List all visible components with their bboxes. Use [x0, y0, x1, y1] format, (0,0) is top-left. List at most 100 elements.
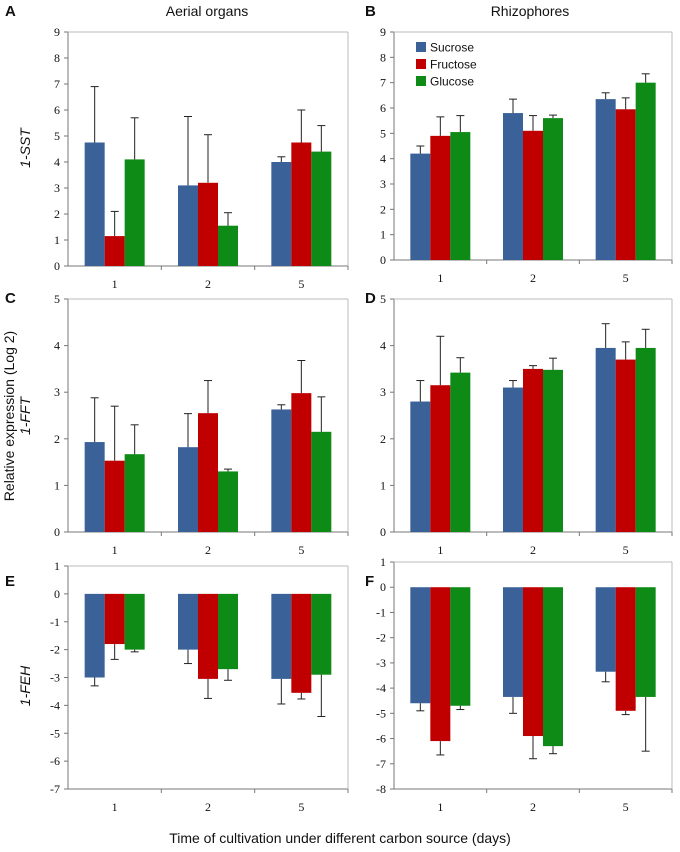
- legend-label-sucrose: Sucrose: [430, 41, 474, 55]
- bar-a-fructose-2: [198, 182, 218, 266]
- bar-d-fructose-5: [615, 359, 636, 532]
- bar-e-fructose-2: [198, 593, 218, 679]
- bar-d-glucose-1: [450, 372, 471, 532]
- bar-f-glucose-2: [543, 587, 563, 747]
- bar-a-sucrose-5: [271, 162, 292, 266]
- bar-a-glucose-1: [124, 159, 145, 266]
- bar-e-fructose-5: [291, 593, 312, 693]
- y-tick-label-a-7: 7: [54, 77, 60, 91]
- bar-f-fructose-1: [430, 587, 451, 742]
- y-tick-label-c-3: 3: [54, 385, 60, 399]
- bar-f-glucose-5: [635, 587, 656, 697]
- y-tick-label-e-8: -7: [50, 782, 60, 796]
- x-tick-label-c-2: 5: [298, 543, 304, 557]
- bar-b-glucose-5: [635, 82, 656, 261]
- y-tick-label-e-0: 1: [54, 559, 60, 573]
- bar-e-glucose-1: [124, 593, 145, 650]
- x-tick-label-b-0: 1: [437, 271, 443, 285]
- y-tick-label-b-6: 6: [380, 101, 386, 115]
- x-tick-label-e-1: 2: [205, 800, 211, 814]
- x-tick-label-a-1: 2: [205, 277, 211, 291]
- bar-e-sucrose-2: [178, 593, 198, 650]
- bar-a-fructose-5: [291, 142, 312, 266]
- x-tick-label-a-2: 5: [298, 277, 304, 291]
- y-tick-label-f-1: 0: [380, 580, 386, 594]
- x-tick-label-d-1: 2: [530, 543, 536, 557]
- bar-f-sucrose-2: [503, 587, 523, 697]
- y-tick-label-b-7: 7: [380, 76, 386, 90]
- y-tick-label-e-5: -4: [50, 698, 60, 712]
- y-tick-label-b-3: 3: [380, 177, 386, 191]
- bar-d-sucrose-2: [503, 387, 523, 532]
- y-tick-label-b-1: 1: [380, 228, 386, 242]
- bar-f-fructose-5: [615, 587, 636, 711]
- bar-d-glucose-2: [543, 369, 563, 532]
- y-tick-label-a-8: 8: [54, 51, 60, 65]
- y-tick-label-c-1: 1: [54, 478, 60, 492]
- bar-d-fructose-1: [430, 385, 451, 532]
- panels-group: A 0 1 2 3 4 5 6 7 8 9 1 2 5 B 0 1 2 3 4 5 6 7 8 9 1 2 5 Sucrose Fruct…: [5, 3, 673, 814]
- x-tick-label-b-1: 2: [530, 271, 536, 285]
- panel-letter-e: E: [5, 573, 15, 590]
- panel-letter-d: D: [365, 290, 376, 307]
- bar-c-sucrose-5: [271, 409, 292, 532]
- y-tick-label-f-4: -3: [376, 656, 386, 670]
- bar-a-sucrose-1: [84, 142, 105, 266]
- y-tick-label-a-2: 2: [54, 207, 60, 221]
- x-tick-label-d-2: 5: [623, 543, 629, 557]
- bar-f-glucose-1: [450, 587, 471, 706]
- y-tick-label-f-7: -6: [376, 732, 386, 746]
- y-tick-label-a-6: 6: [54, 103, 60, 117]
- bar-e-sucrose-5: [271, 593, 292, 679]
- bar-c-glucose-2: [218, 471, 238, 532]
- panel-a: A 0 1 2 3 4 5 6 7 8 9 1 2 5: [5, 3, 349, 291]
- bar-c-glucose-1: [124, 454, 145, 532]
- column-title-rhizophores: Rhizophores: [491, 3, 570, 19]
- x-tick-label-b-2: 5: [623, 271, 629, 285]
- y-tick-label-d-1: 1: [380, 478, 386, 492]
- bar-b-sucrose-2: [503, 113, 523, 260]
- x-tick-label-f-2: 5: [623, 800, 629, 814]
- bar-c-glucose-5: [311, 431, 332, 532]
- y-tick-label-f-9: -8: [376, 782, 386, 796]
- panel-letter-a: A: [5, 3, 16, 20]
- y-tick-label-b-5: 5: [380, 126, 386, 140]
- y-tick-label-d-5: 5: [380, 292, 386, 306]
- bar-f-sucrose-1: [410, 587, 431, 704]
- y-tick-label-c-5: 5: [54, 292, 60, 306]
- panel-b: B 0 1 2 3 4 5 6 7 8 9 1 2 5 Sucrose Fructose Glucose: [365, 3, 673, 285]
- y-tick-label-c-2: 2: [54, 432, 60, 446]
- y-tick-label-b-4: 4: [380, 152, 386, 166]
- y-tick-label-b-9: 9: [380, 25, 386, 39]
- y-tick-label-b-8: 8: [380, 50, 386, 64]
- bar-e-glucose-5: [311, 593, 332, 675]
- bar-f-fructose-2: [523, 587, 543, 737]
- y-tick-label-a-3: 3: [54, 181, 60, 195]
- legend-label-glucose: Glucose: [430, 75, 474, 89]
- y-tick-label-b-2: 2: [380, 202, 386, 216]
- y-tick-label-e-4: -3: [50, 671, 60, 685]
- y-tick-label-e-1: 0: [54, 587, 60, 601]
- x-tick-label-c-0: 1: [112, 543, 118, 557]
- bar-c-sucrose-2: [178, 447, 198, 532]
- y-tick-label-f-3: -2: [376, 631, 386, 645]
- x-tick-label-c-1: 2: [205, 543, 211, 557]
- column-title-aerial: Aerial organs: [166, 3, 249, 19]
- y-tick-label-f-2: -1: [376, 605, 386, 619]
- bar-b-sucrose-5: [595, 99, 616, 260]
- bar-b-fructose-2: [523, 130, 543, 260]
- bar-b-fructose-5: [615, 109, 636, 261]
- bar-a-fructose-1: [104, 236, 125, 266]
- y-tick-label-d-3: 3: [380, 385, 386, 399]
- y-tick-label-f-0: 1: [380, 555, 386, 569]
- panel-letter-b: B: [365, 3, 376, 20]
- y-tick-label-a-1: 1: [54, 233, 60, 247]
- y-tick-label-f-6: -5: [376, 706, 386, 720]
- x-axis-title: Time of cultivation under different carb…: [169, 830, 511, 846]
- y-tick-label-a-9: 9: [54, 25, 60, 39]
- row-gene-1sst: 1-SST: [17, 127, 33, 168]
- y-tick-label-e-7: -6: [50, 754, 60, 768]
- legend-swatch-fructose: [416, 59, 426, 69]
- y-tick-label-e-6: -5: [50, 726, 60, 740]
